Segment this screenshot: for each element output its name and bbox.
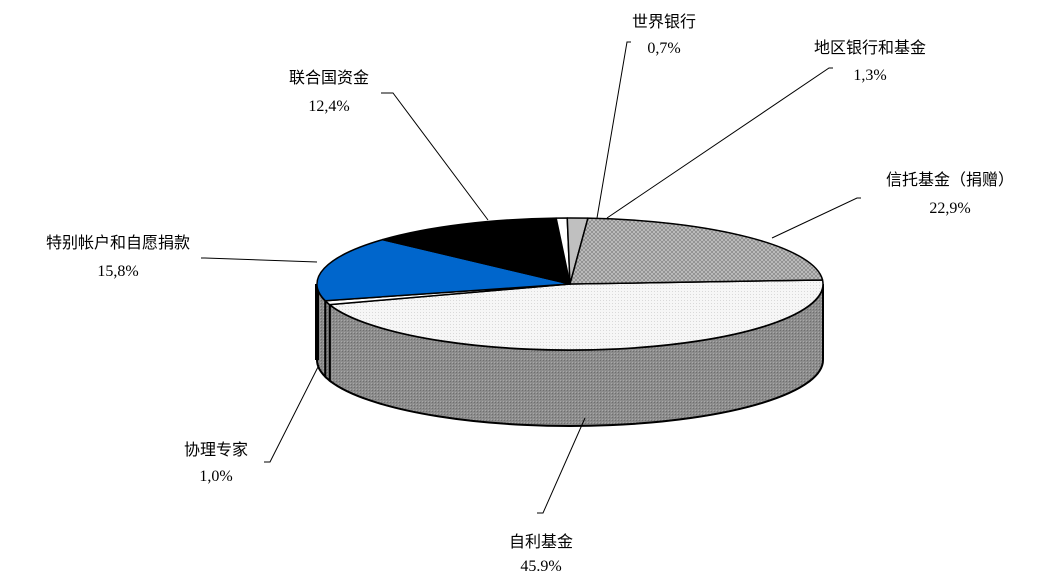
leader-line-6 bbox=[771, 197, 861, 239]
slice-label-2: 特别帐户和自愿捐款 bbox=[46, 234, 190, 252]
slice-value-0: 45.9% bbox=[520, 558, 561, 575]
slice-value-5: 1,3% bbox=[853, 67, 886, 84]
slice-6 bbox=[569, 217, 824, 285]
leader-lines bbox=[201, 41, 861, 514]
slice-label-1: 协理专家 bbox=[184, 441, 248, 459]
leader-line-5 bbox=[606, 67, 833, 219]
slice-value-6: 22,9% bbox=[929, 200, 970, 217]
leader-line-0 bbox=[537, 417, 586, 514]
slice-label-0: 自利基金 bbox=[509, 533, 573, 551]
slice-label-5: 地区银行和基金 bbox=[814, 39, 926, 57]
slice-label-4: 世界银行 bbox=[632, 13, 696, 31]
slice-value-4: 0,7% bbox=[647, 40, 680, 57]
leader-line-4 bbox=[596, 41, 631, 219]
pie-top-layer bbox=[316, 217, 824, 351]
slice-value-3: 12,4% bbox=[308, 98, 349, 115]
slice-0 bbox=[328, 279, 824, 351]
slice-2 bbox=[316, 238, 571, 302]
leader-line-2 bbox=[201, 257, 318, 263]
slice-value-1: 1,0% bbox=[199, 468, 232, 485]
slice-label-3: 联合国资金 bbox=[289, 69, 369, 87]
slice-value-2: 15,8% bbox=[97, 263, 138, 280]
leader-line-3 bbox=[381, 92, 489, 221]
slice-labels: 自利基金 45.9% 协理专家 1,0% 特别帐户和自愿捐款 15,8% 联合国资金 12,4… bbox=[46, 13, 1014, 575]
slice-3 bbox=[381, 217, 571, 285]
leader-line-1 bbox=[264, 364, 320, 463]
slice-label-6: 信托基金（捐赠） bbox=[886, 171, 1014, 189]
